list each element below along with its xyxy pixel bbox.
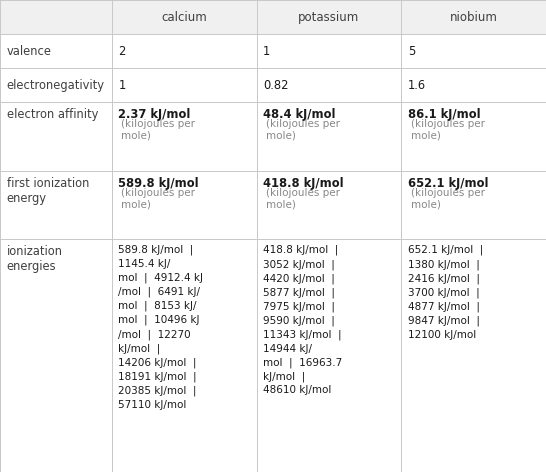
Text: 418.8 kJ/mol: 418.8 kJ/mol [263, 177, 344, 190]
Text: 0.82: 0.82 [263, 79, 289, 92]
Bar [401, 239, 546, 472]
Bar [112, 68, 257, 102]
Bar [257, 34, 401, 68]
Bar [0, 102, 112, 171]
Text: 589.8 kJ/mol: 589.8 kJ/mol [118, 177, 199, 190]
Bar [112, 34, 257, 68]
Text: 1: 1 [263, 45, 270, 58]
Bar [257, 102, 401, 171]
Text: 652.1 kJ/mol  |
1380 kJ/mol  |
2416 kJ/mol  |
3700 kJ/mol  |
4877 kJ/mol  |
9847: 652.1 kJ/mol | 1380 kJ/mol | 2416 kJ/mol… [408, 245, 483, 339]
Bar [257, 68, 401, 102]
Bar [112, 171, 257, 239]
Text: 1: 1 [118, 79, 126, 92]
Text: niobium: niobium [450, 11, 497, 24]
Bar [401, 34, 546, 68]
Text: ionization
energies: ionization energies [7, 245, 63, 273]
Bar [401, 68, 546, 102]
Bar [112, 102, 257, 171]
Bar [257, 239, 401, 472]
Text: electronegativity: electronegativity [7, 79, 104, 92]
Text: 5: 5 [408, 45, 416, 58]
Text: 2.37 kJ/mol: 2.37 kJ/mol [118, 108, 191, 121]
Text: first ionization
energy: first ionization energy [7, 177, 89, 204]
Bar [257, 171, 401, 239]
Bar [0, 239, 112, 472]
Text: (kilojoules per
mole): (kilojoules per mole) [266, 188, 340, 210]
Text: 418.8 kJ/mol  |
3052 kJ/mol  |
4420 kJ/mol  |
5877 kJ/mol  |
7975 kJ/mol  |
9590: 418.8 kJ/mol | 3052 kJ/mol | 4420 kJ/mol… [263, 245, 342, 396]
Text: 589.8 kJ/mol  |
1145.4 kJ/
mol  |  4912.4 kJ
/mol  |  6491 kJ/
mol  |  8153 kJ/
: 589.8 kJ/mol | 1145.4 kJ/ mol | 4912.4 k… [118, 245, 204, 410]
Text: (kilojoules per
mole): (kilojoules per mole) [266, 119, 340, 141]
Text: (kilojoules per
mole): (kilojoules per mole) [411, 188, 485, 210]
Text: (kilojoules per
mole): (kilojoules per mole) [411, 119, 485, 141]
Bar [0, 68, 112, 102]
Text: 48.4 kJ/mol: 48.4 kJ/mol [263, 108, 336, 121]
Bar [0, 34, 112, 68]
Bar [401, 0, 546, 34]
Bar [0, 171, 112, 239]
Text: 2: 2 [118, 45, 126, 58]
Text: (kilojoules per
mole): (kilojoules per mole) [121, 188, 195, 210]
Text: 1.6: 1.6 [408, 79, 426, 92]
Text: potassium: potassium [298, 11, 360, 24]
Bar [0, 0, 112, 34]
Bar [401, 171, 546, 239]
Text: electron affinity: electron affinity [7, 108, 98, 121]
Text: 652.1 kJ/mol: 652.1 kJ/mol [408, 177, 488, 190]
Bar [401, 102, 546, 171]
Text: 86.1 kJ/mol: 86.1 kJ/mol [408, 108, 480, 121]
Text: valence: valence [7, 45, 51, 58]
Bar [257, 0, 401, 34]
Text: (kilojoules per
mole): (kilojoules per mole) [121, 119, 195, 141]
Text: calcium: calcium [162, 11, 207, 24]
Bar [112, 0, 257, 34]
Bar [112, 239, 257, 472]
